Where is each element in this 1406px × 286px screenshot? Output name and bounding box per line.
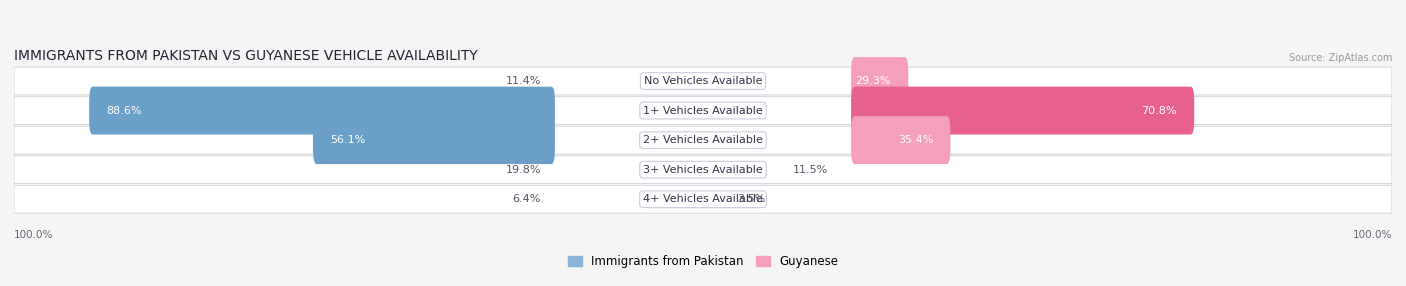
Text: No Vehicles Available: No Vehicles Available (644, 76, 762, 86)
Text: 70.8%: 70.8% (1142, 106, 1177, 116)
Text: 29.3%: 29.3% (856, 76, 891, 86)
FancyBboxPatch shape (14, 67, 1392, 95)
FancyBboxPatch shape (14, 97, 1392, 124)
FancyBboxPatch shape (14, 185, 1392, 213)
Text: 6.4%: 6.4% (513, 194, 541, 204)
Text: 4+ Vehicles Available: 4+ Vehicles Available (643, 194, 763, 204)
FancyBboxPatch shape (14, 126, 1392, 154)
Text: 1+ Vehicles Available: 1+ Vehicles Available (643, 106, 763, 116)
FancyBboxPatch shape (851, 116, 950, 164)
Text: 100.0%: 100.0% (1353, 230, 1392, 240)
Text: IMMIGRANTS FROM PAKISTAN VS GUYANESE VEHICLE AVAILABILITY: IMMIGRANTS FROM PAKISTAN VS GUYANESE VEH… (14, 49, 478, 63)
FancyBboxPatch shape (851, 57, 908, 105)
Text: 100.0%: 100.0% (14, 230, 53, 240)
Text: 88.6%: 88.6% (107, 106, 142, 116)
Text: 19.8%: 19.8% (506, 165, 541, 175)
Text: 2+ Vehicles Available: 2+ Vehicles Available (643, 135, 763, 145)
FancyBboxPatch shape (851, 87, 1194, 134)
Text: 3.5%: 3.5% (738, 194, 766, 204)
Text: 11.4%: 11.4% (506, 76, 541, 86)
Text: 35.4%: 35.4% (897, 135, 934, 145)
FancyBboxPatch shape (14, 156, 1392, 184)
Text: 56.1%: 56.1% (330, 135, 366, 145)
FancyBboxPatch shape (89, 87, 555, 134)
Legend: Immigrants from Pakistan, Guyanese: Immigrants from Pakistan, Guyanese (562, 250, 844, 273)
FancyBboxPatch shape (314, 116, 555, 164)
Text: Source: ZipAtlas.com: Source: ZipAtlas.com (1288, 53, 1392, 63)
Text: 11.5%: 11.5% (793, 165, 828, 175)
Text: 3+ Vehicles Available: 3+ Vehicles Available (643, 165, 763, 175)
